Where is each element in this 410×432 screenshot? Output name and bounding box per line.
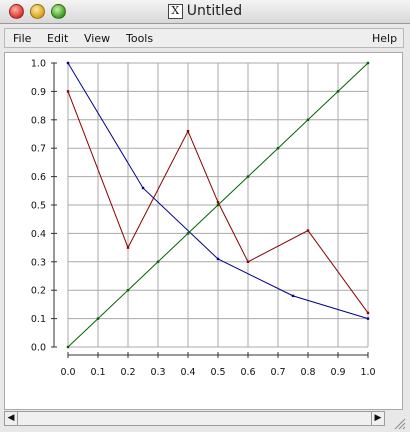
series-1-point — [186, 129, 190, 133]
x-tick-label: 0.2 — [120, 367, 135, 378]
series-1-point — [366, 311, 370, 315]
menu-tools[interactable]: Tools — [126, 32, 154, 45]
series-2-point — [66, 61, 70, 65]
series-3-point — [246, 175, 250, 178]
title-bar: X Untitled — [0, 0, 410, 24]
resize-grip-icon[interactable] — [392, 416, 406, 430]
series-1-point — [306, 229, 310, 232]
window-title-text: Untitled — [186, 3, 243, 19]
series-3-point — [366, 61, 370, 65]
y-tick-label: 0.2 — [31, 286, 46, 297]
zoom-button[interactable] — [51, 4, 66, 19]
x-tick-label: 0.3 — [150, 367, 165, 378]
x-tick-label: 0.0 — [60, 367, 75, 378]
menu-file[interactable]: File — [13, 32, 32, 45]
series-3-point — [66, 345, 70, 349]
series-3-point — [306, 118, 310, 121]
x-tick-label: 0.5 — [210, 367, 225, 378]
y-tick-label: 0.4 — [31, 229, 46, 240]
x-tick-label: 0.9 — [330, 367, 345, 378]
close-button[interactable] — [9, 4, 24, 19]
menu-view[interactable]: View — [84, 32, 111, 45]
series-1-point — [246, 260, 250, 263]
series-2-point — [291, 294, 295, 298]
y-tick-label: 0.0 — [31, 343, 46, 354]
x-tick-label: 0.4 — [180, 367, 195, 378]
menu-help[interactable]: Help — [372, 32, 398, 45]
y-tick-label: 0.5 — [31, 201, 46, 212]
series-1-point — [66, 90, 70, 93]
series-3-point — [126, 289, 130, 292]
window-title: X Untitled — [0, 3, 410, 19]
series-3-point — [186, 232, 190, 235]
plot-canvas: 0.0 0.1 0.2 0.3 0.4 0.5 0.6 0.7 0.8 0.9 1.0 0.0 0.1 0… — [4, 52, 403, 410]
series-2-point — [216, 257, 220, 261]
menu-edit[interactable]: Edit — [47, 32, 69, 45]
series-1-point — [126, 246, 130, 249]
y-tick-label: 0.6 — [31, 172, 46, 183]
y-tick-label: 0.8 — [31, 115, 46, 126]
x-tick-label: 1.0 — [360, 367, 375, 378]
series-1-point — [216, 200, 220, 204]
x-tick-label: 0.6 — [240, 367, 255, 378]
horizontal-scrollbar[interactable]: ◀ ▶ — [4, 411, 385, 426]
y-tick-label: 0.9 — [31, 87, 46, 98]
series-3-point — [336, 90, 340, 93]
series-3-point — [156, 260, 160, 263]
series-3-point — [96, 317, 100, 320]
scroll-right-arrow-icon[interactable]: ▶ — [371, 412, 384, 425]
y-tick-label: 0.7 — [31, 144, 46, 155]
x-tick-label: 0.1 — [90, 367, 105, 378]
menu-bar: File Edit View Tools Help — [4, 28, 404, 48]
x-tick-label: 0.8 — [300, 367, 315, 378]
x-tick-label: 0.7 — [270, 367, 285, 378]
series-2-point — [366, 317, 370, 320]
minimize-button[interactable] — [30, 4, 45, 19]
y-tick-label: 0.1 — [31, 314, 46, 325]
line-chart: 0.0 0.1 0.2 0.3 0.4 0.5 0.6 0.7 0.8 0.9 1.0 0.0 0.1 0… — [31, 59, 376, 379]
series-2-point — [141, 186, 145, 190]
series-3-point — [216, 203, 220, 207]
x11-icon: X — [167, 4, 183, 19]
series-3-point — [276, 147, 280, 150]
scroll-left-arrow-icon[interactable]: ◀ — [5, 412, 18, 425]
y-tick-label: 0.3 — [31, 257, 46, 268]
y-tick-label: 1.0 — [31, 59, 46, 70]
